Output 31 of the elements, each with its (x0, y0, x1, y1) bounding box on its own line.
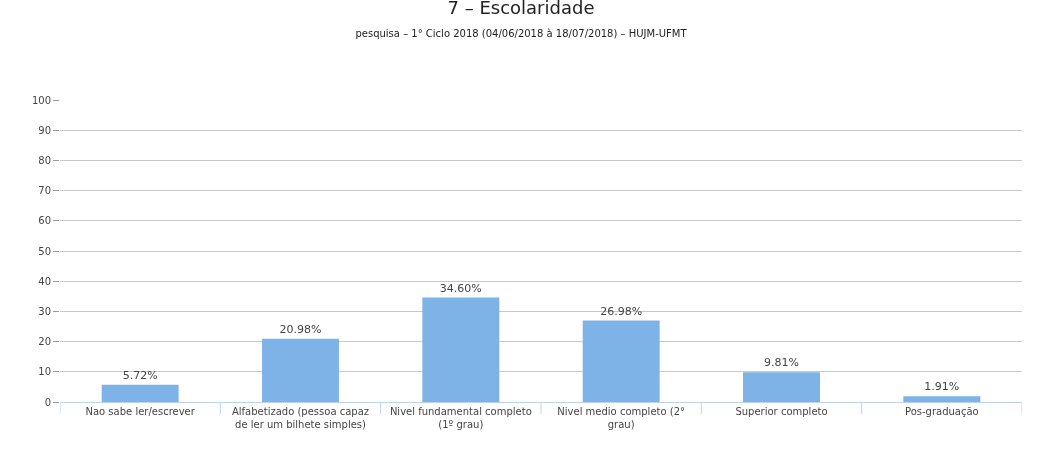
bar (743, 372, 820, 402)
data-label: 5.72% (122, 368, 158, 382)
bar (101, 384, 179, 402)
data-label: 26.98% (600, 304, 643, 318)
x-tick-label: Pos-graduação (904, 406, 979, 417)
data-label: 20.98% (279, 322, 322, 336)
y-tick-label: 0 (44, 396, 51, 408)
y-tick-label: 50 (38, 245, 51, 257)
x-tick-label: Superior completo (735, 406, 828, 417)
y-tick-label: 90 (38, 124, 51, 136)
y-tick-label: 30 (38, 305, 51, 317)
data-label: 34.60% (439, 281, 482, 295)
bar (422, 297, 500, 402)
bar (903, 396, 981, 402)
bar (262, 338, 339, 402)
y-tick-label: 70 (38, 185, 51, 197)
y-tick-label: 80 (38, 154, 51, 166)
y-tick-label: 20 (38, 336, 51, 348)
data-label: 9.81% (764, 356, 799, 370)
y-tick-label: 100 (31, 94, 51, 106)
chart-title: 7 – Escolaridade (447, 0, 595, 19)
bar (582, 320, 660, 402)
y-tick-label: 40 (38, 275, 51, 287)
y-tick-label: 60 (38, 215, 51, 227)
x-tick-label: Nivel fundamental completo (1º grau) (389, 406, 532, 430)
chart-subtitle: pesquisa – 1° Ciclo 2018 (04/06/2018 à 18/07/2018) – HUJM-UFMT (355, 28, 688, 40)
x-tick-label: Nao sabe ler/escrever (85, 406, 196, 417)
x-tick-label: Alfabetizado (pessoa capaz de ler um bilhete simples) (231, 406, 370, 430)
data-label: 1.91% (924, 380, 960, 394)
y-tick-label: 10 (38, 366, 51, 378)
x-tick-label: Nivel medio completo (2° grau) (557, 406, 686, 430)
